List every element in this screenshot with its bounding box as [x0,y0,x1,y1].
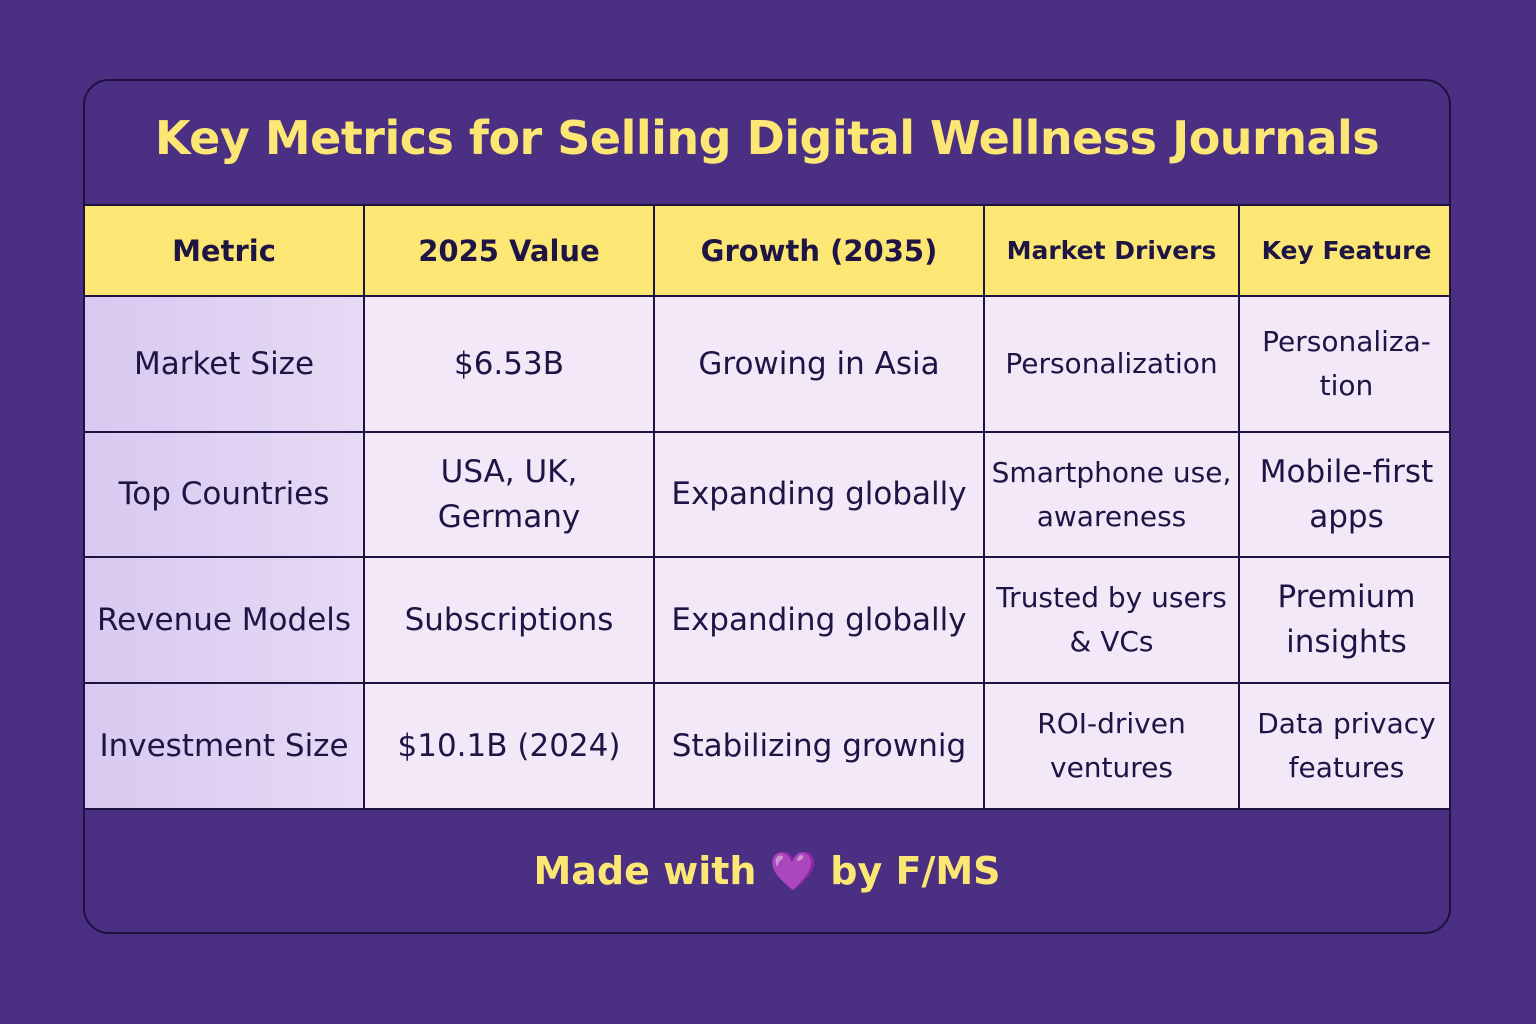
feature-cell: Data privacy features [1238,682,1449,810]
table-row: Revenue Models Subscriptions Expanding g… [85,556,1449,684]
growth-cell: Expanding globally [653,556,985,684]
value-cell: $10.1B (2024) [363,682,655,810]
purple-heart-icon: 💜 [769,849,818,893]
drivers-cell: Trusted by users & VCs [983,556,1240,684]
value-cell: $6.53B [363,295,655,433]
metric-cell: Revenue Models [85,556,365,684]
table-header-row: Metric 2025 Value Growth (2035) Market D… [85,204,1449,297]
feature-cell: Mobile-first apps [1238,431,1449,558]
drivers-cell: Personalization [983,295,1240,433]
growth-cell: Growing in Asia [653,295,985,433]
footer-suffix: by F/MS [830,849,1001,893]
metrics-table: Metric 2025 Value Growth (2035) Market D… [85,204,1449,810]
header-market-drivers: Market Drivers [983,204,1240,297]
table-row: Investment Size $10.1B (2024) Stabilizin… [85,682,1449,810]
table-row: Top Countries USA, UK, Germany Expanding… [85,431,1449,558]
growth-cell: Stabilizing grownig [653,682,985,810]
header-key-feature: Key Feature [1238,204,1449,297]
feature-cell: Personaliza-tion [1238,295,1449,433]
value-cell: Subscriptions [363,556,655,684]
metric-cell: Market Size [85,295,365,433]
metrics-card: Key Metrics for Selling Digital Wellness… [83,79,1451,934]
drivers-cell: Smartphone use, awareness [983,431,1240,558]
footer-credit: Made with 💜 by F/MS [85,849,1449,894]
header-growth-2035: Growth (2035) [653,204,985,297]
metric-cell: Investment Size [85,682,365,810]
value-cell: USA, UK, Germany [363,431,655,558]
feature-cell: Premium insights [1238,556,1449,684]
page-title: Key Metrics for Selling Digital Wellness… [154,111,1380,165]
drivers-cell: ROI-driven ventures [983,682,1240,810]
metric-cell: Top Countries [85,431,365,558]
footer-prefix: Made with [533,849,757,893]
header-2025-value: 2025 Value [363,204,655,297]
growth-cell: Expanding globally [653,431,985,558]
table-row: Market Size $6.53B Growing in Asia Perso… [85,295,1449,433]
header-metric: Metric [85,204,365,297]
